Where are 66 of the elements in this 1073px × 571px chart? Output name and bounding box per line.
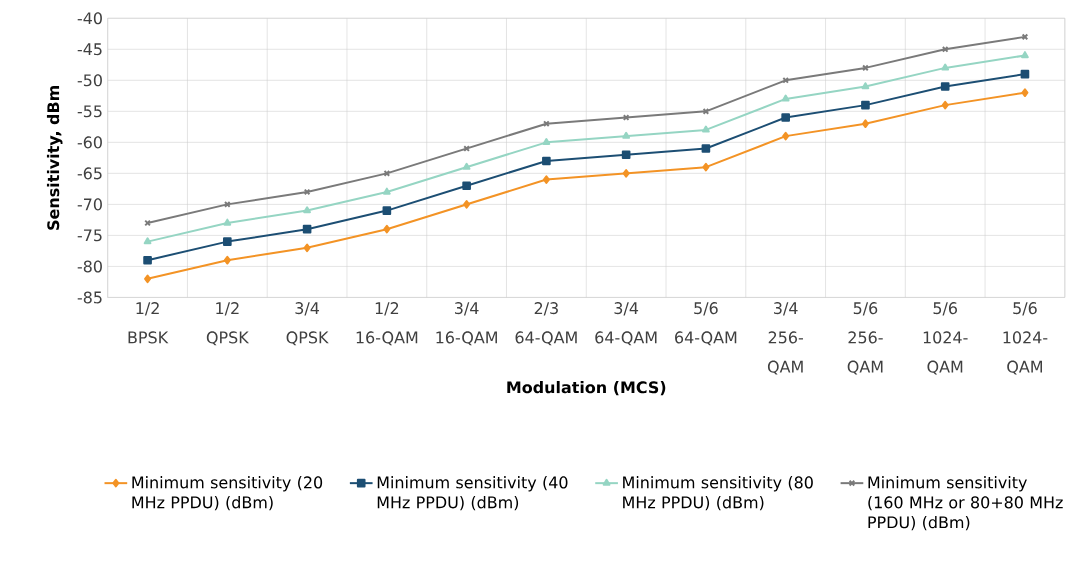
x-tick-label: 5/6 1024-QAM [923,301,968,375]
point [861,82,870,90]
y-tick-label: -50 [77,74,102,87]
point [861,119,869,128]
y-tick-label: -45 [77,43,102,56]
point [542,156,551,166]
point [622,131,631,139]
point [302,224,312,234]
point [1021,88,1029,97]
point [303,206,311,214]
point [781,113,790,122]
x-tick-label: 1/2 QPSK [206,301,250,346]
point [542,137,551,145]
point [382,206,392,215]
y-tick-label: -55 [77,105,102,118]
point [861,100,870,110]
y-tick-label: -75 [77,229,102,242]
point [622,114,630,121]
point [382,187,391,195]
y-tick-label: -65 [77,167,102,180]
y-tick-label: -70 [77,198,102,211]
x-axis-title: Modulation (MCS) [507,380,666,396]
point [941,63,950,71]
legend-label: Minimum sensitivity (20 MHz PPDU) (dBm) [132,475,323,511]
point [622,168,630,178]
point [462,181,471,190]
point [701,144,711,153]
y-tick-label: -60 [77,136,102,149]
x-tick-label: 1/2 BPSK [128,301,169,344]
point [782,131,790,141]
point [143,255,152,265]
legend-label: Minimum sensitivity (80 MHz PPDU) (dBm) [623,475,813,511]
x-tick-label: 5/6 256-QAM [847,301,883,375]
point [781,94,790,102]
point [702,162,710,172]
point [223,255,231,265]
point [143,237,152,245]
x-tick-label: 5/6 1024-QAM [1003,301,1048,375]
point [1021,51,1029,59]
y-tick-label: -80 [77,260,102,273]
point [621,150,631,159]
point [463,199,471,209]
x-tick-label: 5/6 64-QAM [675,301,737,346]
point [303,188,311,196]
point [303,243,311,252]
point [941,100,949,110]
x-tick-label: 3/4 256-QAM [767,301,803,375]
x-tick-label: 2/3 64-QAM [515,301,577,346]
point [223,237,232,246]
x-tick-label: 3/4 16-QAM [436,301,497,346]
y-axis-title: Sensitivity, dBm [46,85,63,230]
point [1020,69,1030,79]
legend-label: Minimum sensitivity (40 MHz PPDU) (dBm) [377,475,568,511]
x-tick-label: 3/4 QPSK [286,301,329,346]
point [223,218,232,226]
point [462,162,471,170]
y-tick-label: -85 [77,291,102,304]
point [940,82,950,91]
legend-label: Minimum sensitivity (160 MHz or 80+80 MHz PPDU) (dBm) [868,475,1063,531]
point [542,175,550,184]
x-tick-label: 1/2 16-QAM [356,301,418,346]
point [383,224,391,234]
point [702,125,710,133]
point [144,274,152,283]
x-tick-label: 3/4 64-QAM [595,301,657,346]
y-tick-label: -40 [77,12,102,25]
